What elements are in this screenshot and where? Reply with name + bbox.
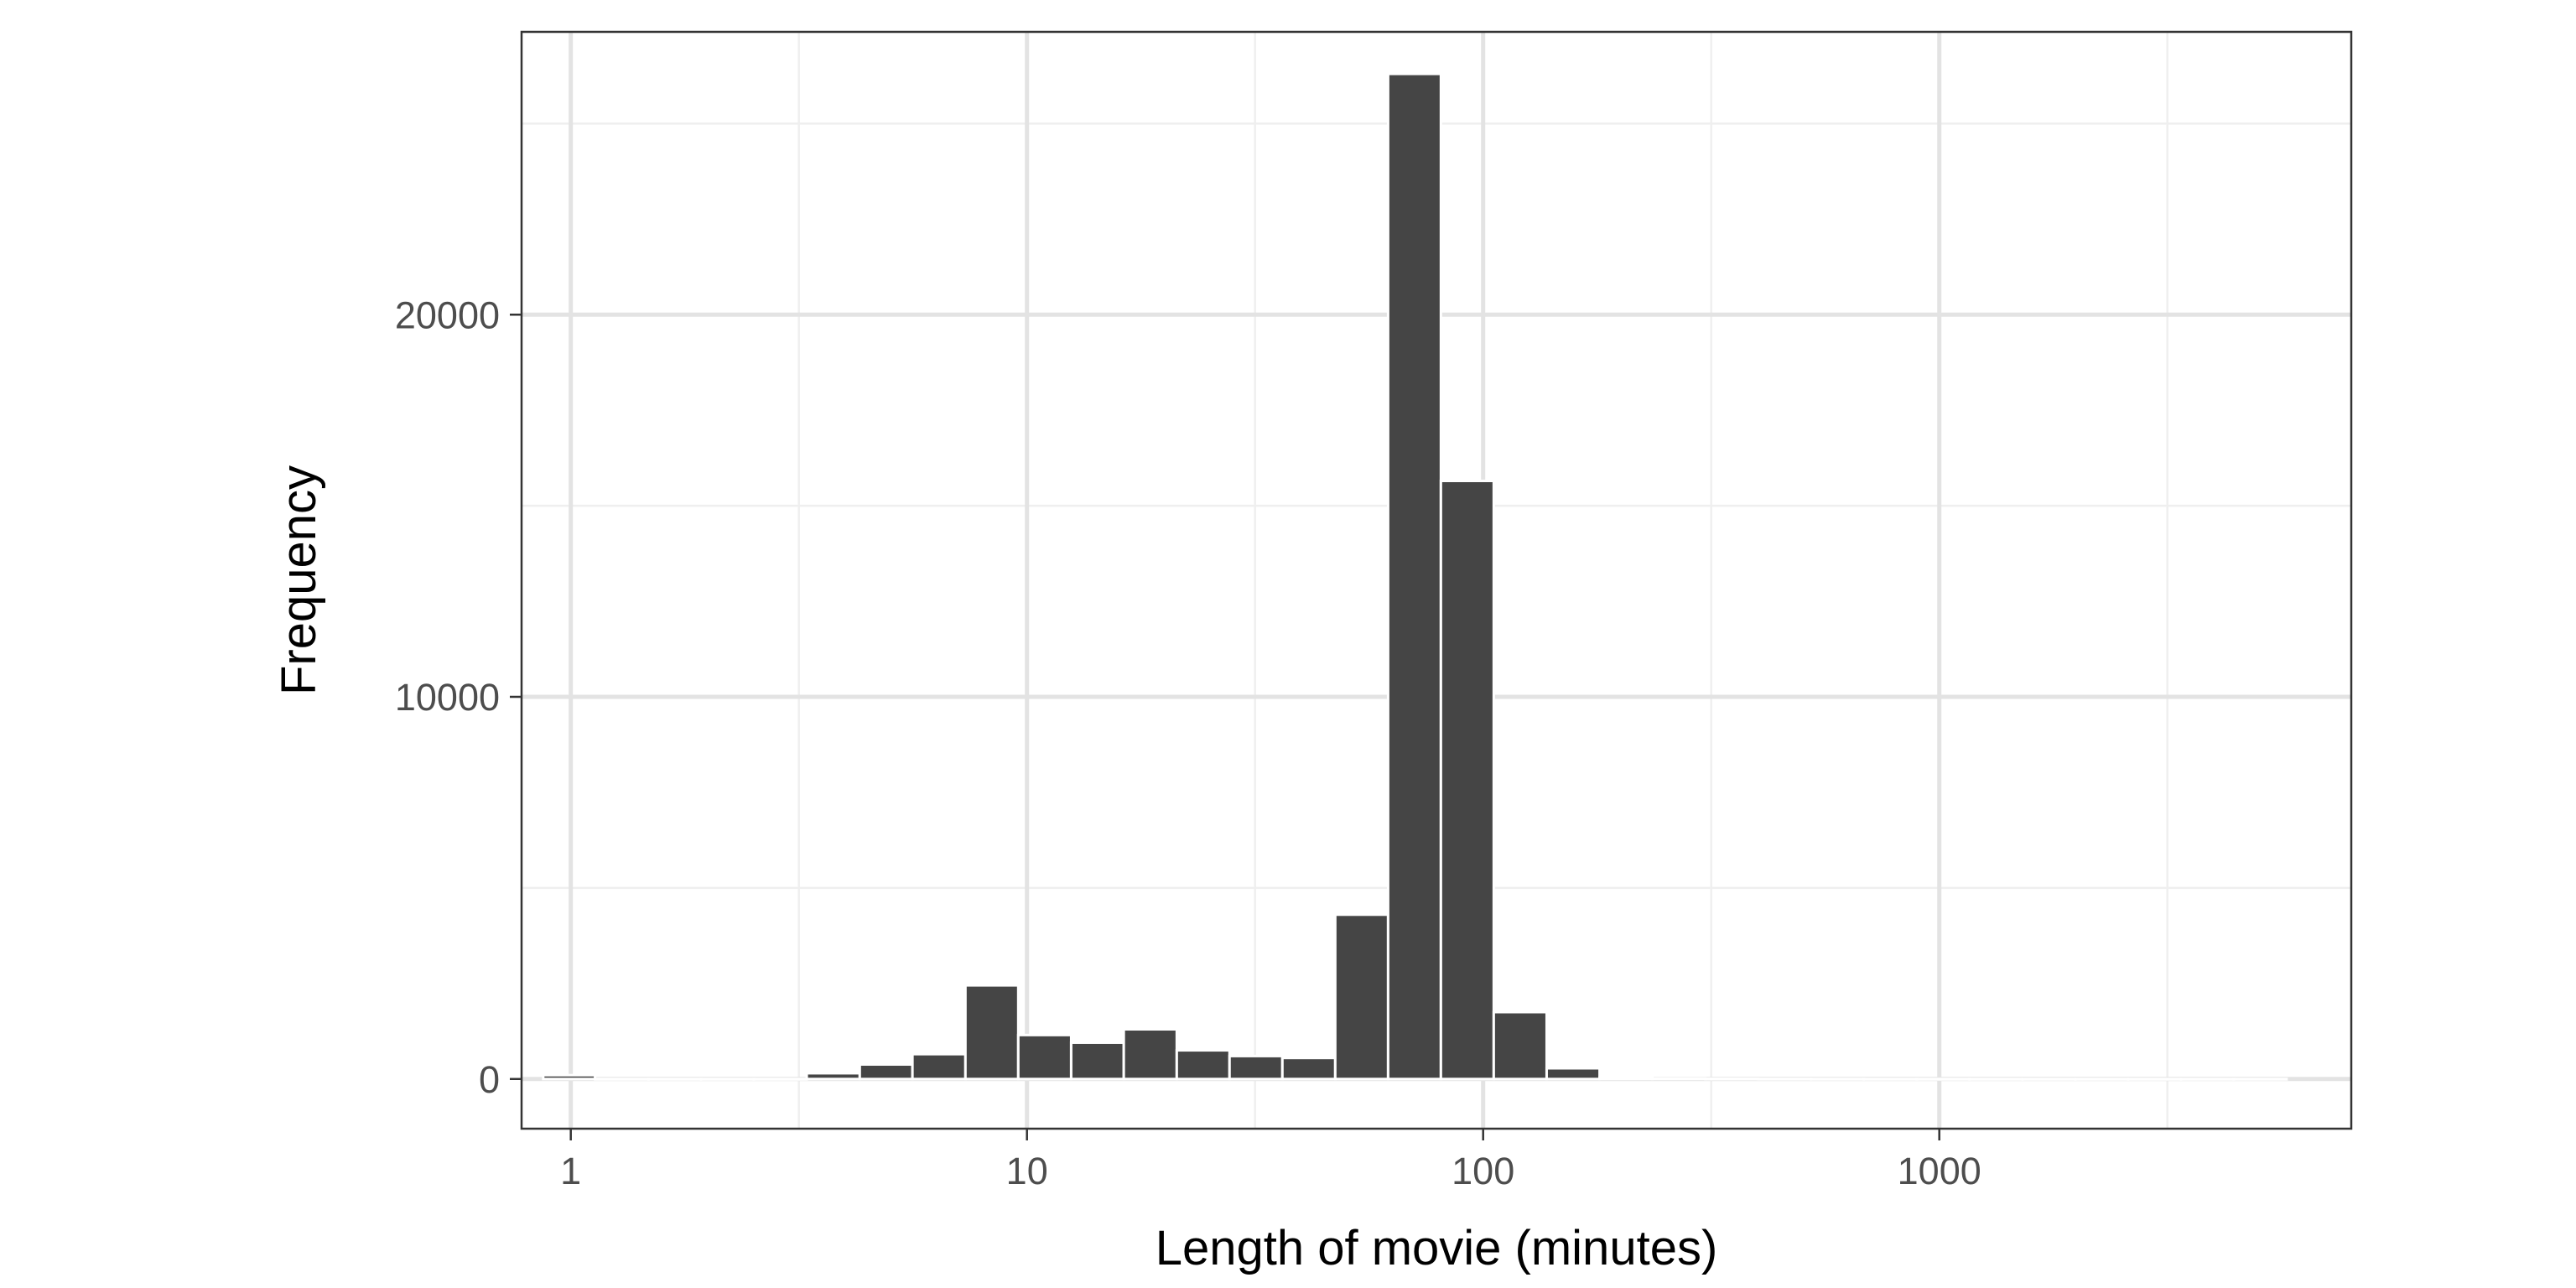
histogram-bar xyxy=(1439,480,1495,1081)
histogram-bar xyxy=(1492,1010,1548,1081)
plot-panel-border xyxy=(520,30,2353,1130)
histogram-bar xyxy=(699,1078,756,1081)
histogram-bar xyxy=(1757,1078,1813,1081)
y-tick-label: 20000 xyxy=(395,293,500,336)
histogram-bar xyxy=(1598,1076,1654,1081)
histogram-bar xyxy=(2127,1078,2183,1081)
histogram-bar xyxy=(1069,1041,1125,1081)
histogram-bar xyxy=(1333,913,1389,1081)
histogram-bar xyxy=(1545,1067,1602,1081)
histogram-bar xyxy=(1862,1078,1919,1081)
histogram-bar xyxy=(1386,72,1442,1081)
histogram-bar xyxy=(1915,1078,1971,1081)
histogram-bar xyxy=(805,1072,861,1081)
histogram-bar xyxy=(1016,1033,1072,1081)
x-tick-label: 1 xyxy=(560,1150,581,1192)
histogram-bar xyxy=(858,1062,914,1081)
y-tick-label: 10000 xyxy=(395,676,500,719)
histogram-bar xyxy=(647,1078,703,1081)
histogram-bar xyxy=(2021,1078,2077,1081)
histogram-bar xyxy=(2232,1078,2288,1081)
histogram-bar xyxy=(1122,1028,1178,1081)
histogram-bar xyxy=(1228,1054,1284,1081)
x-tick-label: 100 xyxy=(1452,1150,1514,1192)
histogram-bar xyxy=(594,1078,650,1081)
y-axis-ticks: 0 10000 20000 xyxy=(395,293,522,1101)
histogram-bar xyxy=(911,1052,967,1081)
x-axis-ticks: 1 10 100 1000 xyxy=(560,1129,1981,1192)
histogram-bar xyxy=(542,1073,597,1081)
histogram-bar xyxy=(1651,1077,1707,1081)
histogram-bars xyxy=(542,72,2288,1081)
histogram-bar xyxy=(963,984,1020,1081)
y-axis-title: Frequency xyxy=(272,465,326,695)
histogram-bar xyxy=(1968,1078,2024,1081)
histogram-bar xyxy=(2179,1078,2236,1081)
y-tick-label: 0 xyxy=(479,1058,500,1101)
histogram-bar xyxy=(1175,1049,1231,1081)
histogram-bar xyxy=(1280,1057,1337,1081)
histogram-bar xyxy=(752,1078,808,1081)
histogram-bar xyxy=(1810,1078,1866,1081)
x-tick-label: 10 xyxy=(1006,1150,1048,1192)
x-tick-label: 1000 xyxy=(1898,1150,1981,1192)
histogram-bar xyxy=(2074,1078,2130,1081)
x-axis-title: Length of movie (minutes) xyxy=(1156,1221,1718,1275)
histogram-bar xyxy=(1704,1077,1760,1081)
